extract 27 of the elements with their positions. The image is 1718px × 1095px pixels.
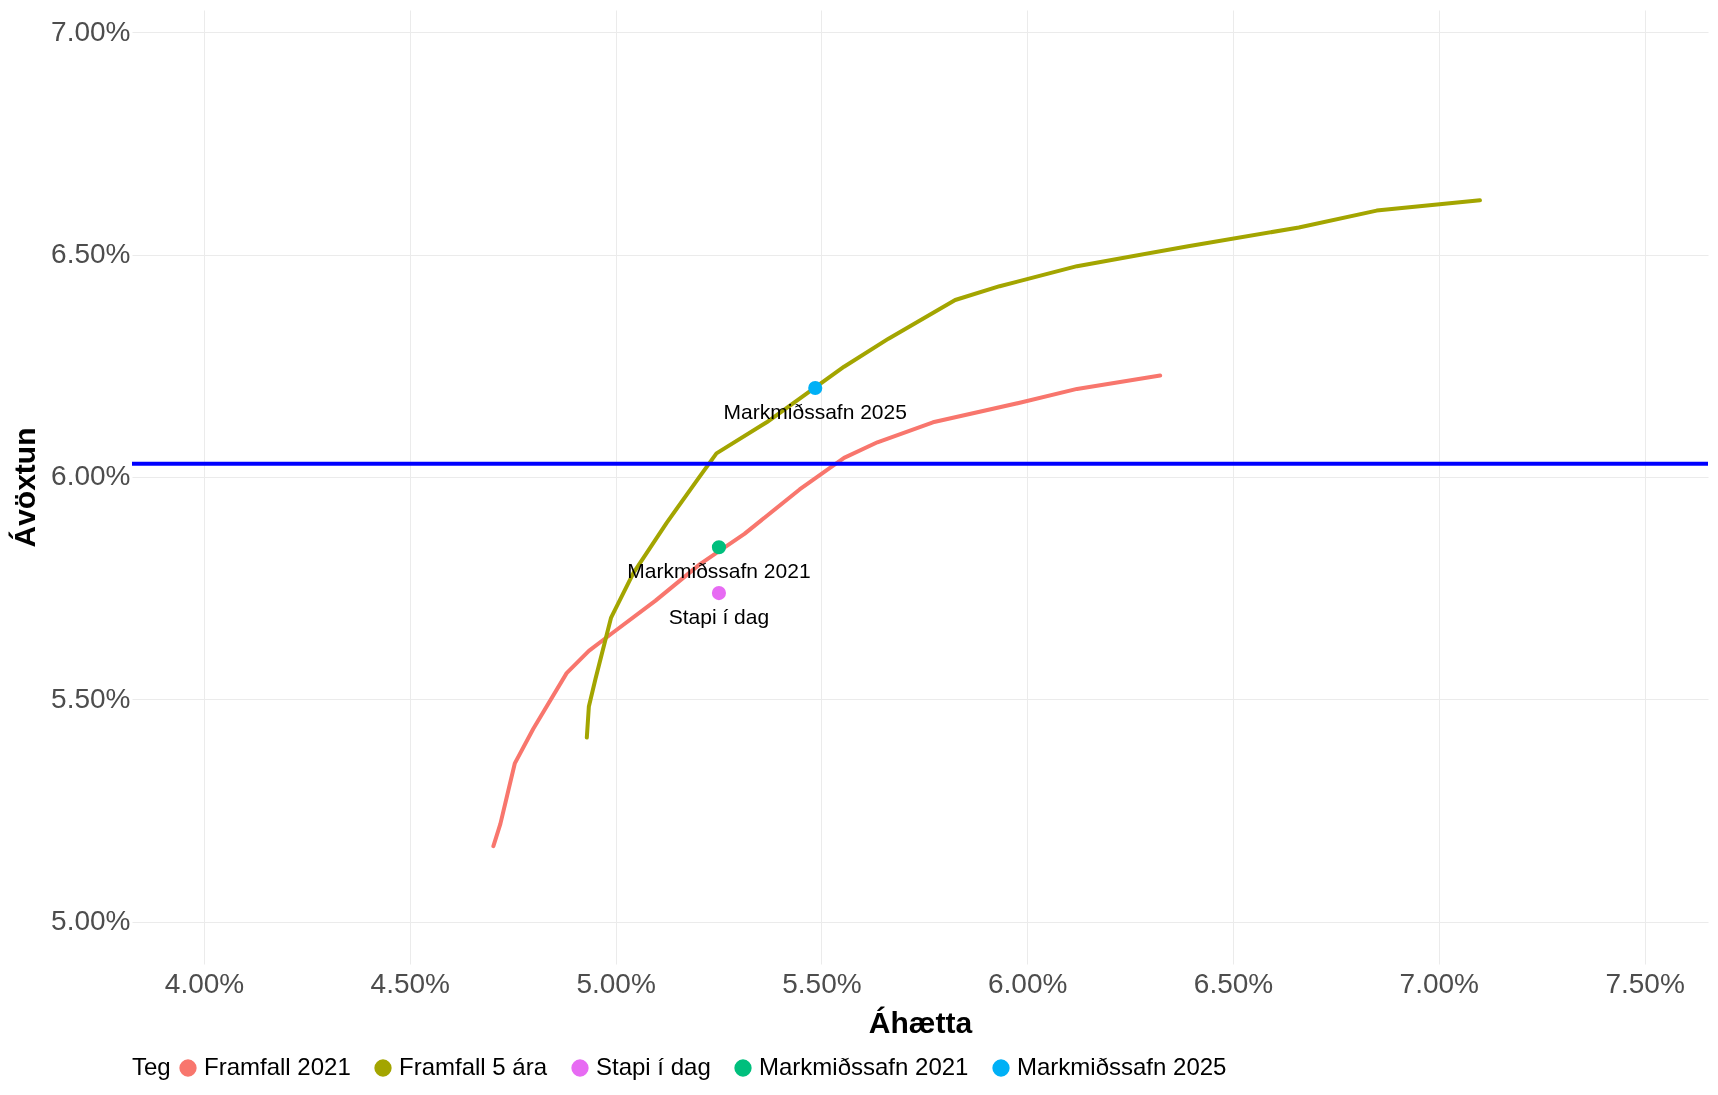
text: Stapi í dag <box>668 605 770 629</box>
legend-label: Markmiðssafn 2025 <box>1017 1053 1227 1080</box>
y-tick-label: 5.00% <box>51 905 131 937</box>
x-tick-label: 4.50% <box>370 967 451 999</box>
y-tick-label: 6.00% <box>51 460 131 492</box>
line-series <box>491 373 1163 849</box>
y-tick-label: 7.00% <box>51 15 131 47</box>
legend-title: Teg <box>132 1053 171 1080</box>
x-axis-title: Áhætta <box>868 1005 973 1039</box>
x-tick-label: 7.50% <box>1605 967 1685 999</box>
x-tick-label: 6.50% <box>1193 967 1274 999</box>
x-tick-label: 6.00% <box>988 967 1068 999</box>
legend-label: Framfall 5 ára <box>399 1053 548 1080</box>
x-tick-label: 5.50% <box>782 967 862 999</box>
y-tick-label: 6.50% <box>51 238 131 270</box>
x-tick-label: 5.00% <box>576 967 656 999</box>
line-series <box>584 198 1482 740</box>
y-axis-title: Ávöxtun <box>8 427 42 548</box>
point <box>711 540 727 555</box>
legend-label: Stapi í dag <box>596 1053 711 1080</box>
legend-label: Markmiðssafn 2021 <box>759 1053 969 1080</box>
x-tick-label: 7.00% <box>1399 967 1480 999</box>
x-tick-label: 4.00% <box>164 967 245 999</box>
y-tick-label: 5.50% <box>51 682 131 714</box>
point <box>808 380 823 396</box>
legend-label: Framfall 2021 <box>204 1053 351 1080</box>
point <box>711 586 727 601</box>
